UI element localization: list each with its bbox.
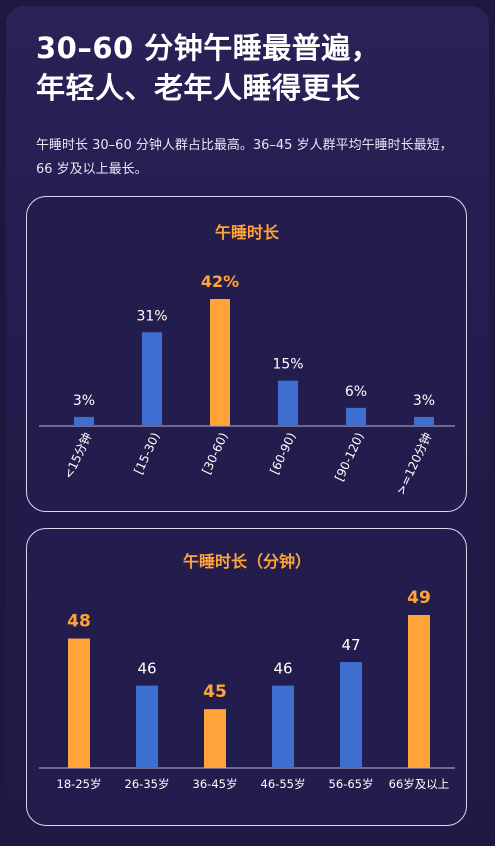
bar-1 [74, 416, 94, 426]
bar-4 [272, 685, 294, 768]
nap-duration-distribution-panel: 午睡时长 3% <15分钟 31% [15-30) 42% [30-60) 15% [60-90… [26, 196, 467, 512]
data-label-1: 3% [73, 393, 95, 409]
bar-6 [408, 615, 430, 768]
bar-2 [142, 332, 162, 426]
bar-1 [68, 638, 90, 768]
tick-label-1: 18-25岁 [57, 777, 102, 791]
title-line-1: 30–60 分钟午睡最普遍， [36, 31, 381, 65]
tick-label-6: 66岁及以上 [389, 777, 450, 791]
tick-label-3: 36-45岁 [193, 777, 238, 791]
tick-label-3: [30-60) [199, 430, 230, 476]
tick-label-2: 26-35岁 [125, 777, 170, 791]
data-label-2: 31% [136, 308, 167, 324]
chart-title: 午睡时长（分钟） [183, 552, 311, 571]
bar-6 [414, 416, 434, 426]
tick-label-6: >=120分钟 [393, 430, 435, 497]
page-title: 30–60 分钟午睡最普遍， 年轻人、老年人睡得更长 [36, 28, 380, 108]
nap-duration-by-age-chart: 午睡时长（分钟） 48 18-25岁 46 26-35岁 45 36-45岁 46 46-55岁… [39, 552, 455, 791]
chart-title: 午睡时长 [215, 223, 280, 242]
data-label-2: 46 [137, 660, 156, 678]
data-label-5: 6% [345, 384, 367, 400]
page-subtitle: 午睡时长 30–60 分钟人群占比最高。36–45 岁人群平均午睡时长最短，66… [36, 138, 453, 177]
bar-5 [340, 662, 362, 768]
bar-5 [346, 407, 366, 426]
tick-label-4: 46-55岁 [261, 777, 306, 791]
tick-label-5: 56-65岁 [329, 777, 374, 791]
tick-label-1: <15分钟 [60, 430, 94, 481]
tick-label-4: [60-90) [267, 430, 298, 476]
bar-3 [210, 299, 230, 426]
bar-3 [204, 709, 226, 768]
nap-duration-by-age-panel: 午睡时长（分钟） 48 18-25岁 46 26-35岁 45 36-45岁 46 46-55岁… [26, 528, 467, 826]
nap-duration-distribution-chart: 午睡时长 3% <15分钟 31% [15-30) 42% [30-60) 15% [60-90… [39, 223, 455, 497]
title-line-2: 年轻人、老年人睡得更长 [36, 71, 361, 105]
data-label-4: 46 [273, 660, 292, 678]
bar-2 [136, 685, 158, 768]
data-label-1: 48 [67, 612, 91, 632]
data-label-6: 3% [413, 393, 435, 409]
data-label-5: 47 [341, 636, 360, 654]
data-label-4: 15% [272, 357, 303, 373]
data-label-3: 42% [201, 272, 239, 291]
data-label-3: 45 [203, 682, 227, 702]
bar-4 [278, 380, 298, 426]
tick-label-2: [15-30) [131, 430, 162, 476]
data-label-6: 49 [407, 588, 431, 608]
tick-label-5: [90-120) [332, 430, 367, 483]
